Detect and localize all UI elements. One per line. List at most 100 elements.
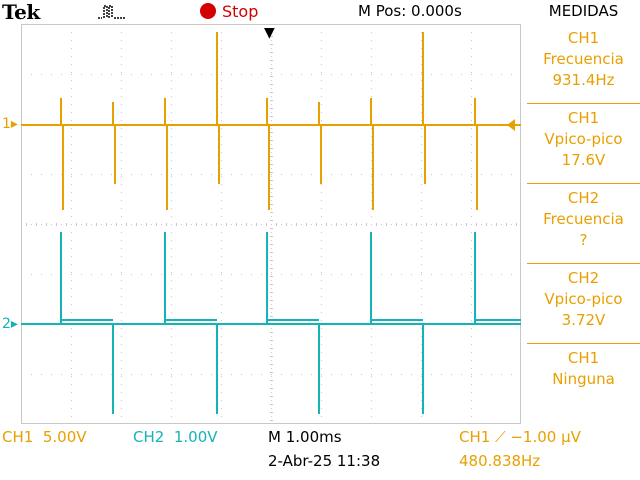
graticule-dot [71,374,72,375]
graticule-tick [396,223,397,226]
graticule-dot [471,328,472,329]
graticule-dot [271,208,272,209]
graticule-dot [421,136,422,137]
graticule-dot [71,352,72,353]
graticule-dot [221,344,222,345]
graticule-dot [371,208,372,209]
graticule-dot [271,32,272,33]
graticule-dot [321,88,322,89]
graticule-dot [371,72,372,73]
graticule-dot [201,374,202,375]
graticule-dot [81,224,82,225]
graticule-dot [331,174,332,175]
graticule-dot [171,32,172,33]
graticule-dot [121,224,122,225]
graticule-tick [270,156,273,157]
graticule-dot [431,174,432,175]
graticule-dot [421,192,422,193]
graticule-dot [441,374,442,375]
graticule-dot [221,56,222,57]
measurement-value: 931.4Hz [552,71,615,89]
graticule-dot [121,232,122,233]
graticule-dot [71,174,72,175]
graticule-dot [211,274,212,275]
graticule-dot [461,274,462,275]
measurement-slot-1[interactable]: CH1 Frecuencia 931.4Hz [527,24,640,104]
graticule-tick [270,180,273,181]
graticule-dot [71,312,72,313]
graticule-dot [271,274,272,275]
graticule-dot [221,376,222,377]
graticule-dot [221,274,222,275]
graticule-dot [271,216,272,217]
measurement-slot-5[interactable]: CH1 Ninguna [527,344,640,424]
graticule-dot [121,144,122,145]
graticule-dot [421,264,422,265]
graticule-dot [221,320,222,321]
graticule-dot [421,416,422,417]
graticule-dot [101,174,102,175]
graticule-dot [71,64,72,65]
graticule-tick [256,223,257,226]
graticule-dot [71,288,72,289]
graticule-dot [171,216,172,217]
pulse-trigger-icon [98,5,125,19]
graticule-dot [301,174,302,175]
graticule-dot [231,74,232,75]
graticule-dot [271,376,272,377]
graticule-dot [221,240,222,241]
graticule-dot [151,74,152,75]
graticule-tick [496,223,497,226]
graticule-dot [171,40,172,41]
graticule-dot [471,112,472,113]
graticule-dot [271,336,272,337]
graticule-dot [371,128,372,129]
measurement-slot-2[interactable]: CH1 Vpico-pico 17.6V [527,104,640,184]
graticule-dot [421,232,422,233]
graticule-dot [421,72,422,73]
graticule-dot [41,174,42,175]
graticule-dot [471,176,472,177]
graticule-dot [261,74,262,75]
graticule-dot [471,374,472,375]
graticule-dot [221,40,222,41]
graticule-dot [501,224,502,225]
graticule-tick [270,196,273,197]
graticule-tick [270,292,273,293]
graticule-tick [46,223,47,226]
measurement-channel: CH2 [567,189,600,207]
graticule-dot [371,136,372,137]
graticule-tick [270,340,273,341]
graticule-dot [471,184,472,185]
measurement-slot-4[interactable]: CH2 Vpico-pico 3.72V [527,264,640,344]
graticule-dot [421,240,422,241]
graticule-dot [421,272,422,273]
graticule-dot [321,416,322,417]
graticule-dot [321,272,322,273]
graticule-tick [376,223,377,226]
graticule-dot [471,264,472,265]
graticule-dot [321,74,322,75]
graticule-dot [171,360,172,361]
graticule-dot [321,280,322,281]
graticule-dot [171,232,172,233]
graticule-dot [271,272,272,273]
graticule-dot [71,74,72,75]
datetime: 2-Abr-25 11:38 [268,452,381,470]
graticule-dot [371,174,372,175]
graticule-dot [361,374,362,375]
graticule-dot [121,296,122,297]
graticule-dot [471,280,472,281]
graticule-tick [36,223,37,226]
measurement-slot-3[interactable]: CH2 Frecuencia ? [527,184,640,264]
graticule-dot [111,374,112,375]
graticule-dot [141,224,142,225]
graticule-tick [276,223,277,226]
graticule-dot [221,152,222,153]
graticule-dot [321,392,322,393]
graticule-dot [171,384,172,385]
graticule-dot [441,274,442,275]
graticule-dot [171,120,172,121]
graticule-dot [321,384,322,385]
graticule-dot [141,74,142,75]
